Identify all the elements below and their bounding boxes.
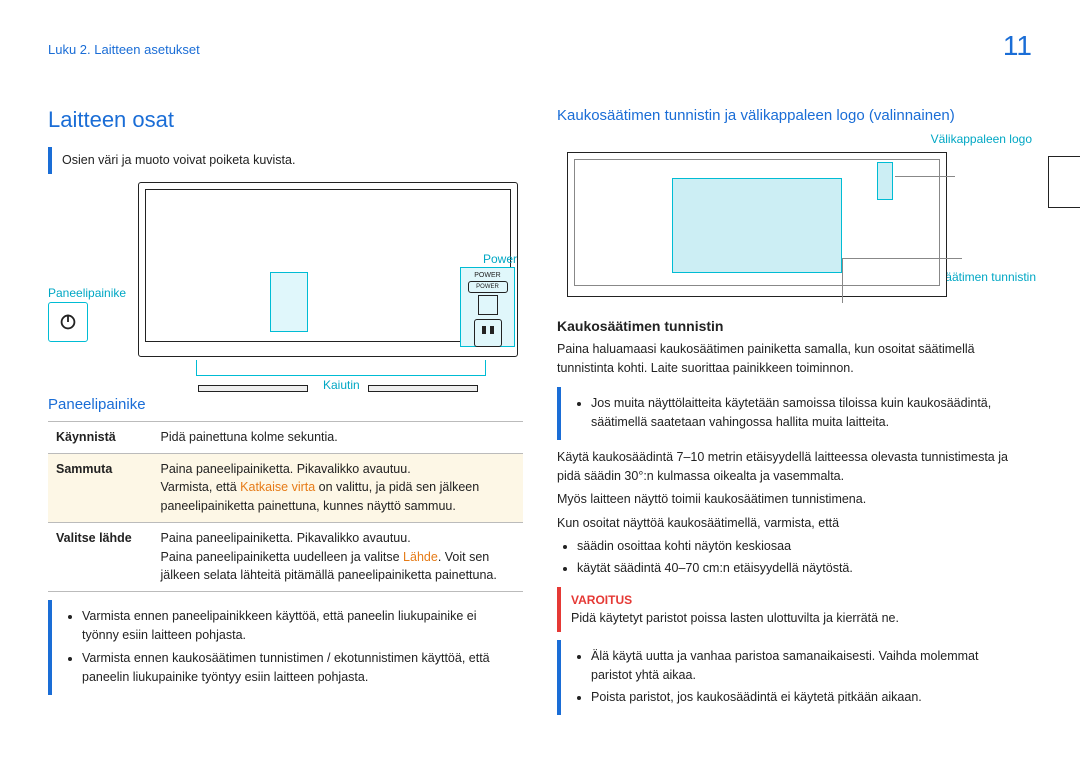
table-key: Sammuta xyxy=(48,453,153,522)
table-key: Käynnistä xyxy=(48,421,153,453)
diagram-device-rear: POWER POWER Paneelipainike Power Kaiutin xyxy=(48,182,523,382)
multi-display-note-text: Jos muita näyttölaitteita käytetään samo… xyxy=(591,394,1022,433)
list-item: Varmista ennen paneelipainikkeen käyttöä… xyxy=(82,607,513,646)
multi-display-note: Jos muita näyttölaitteita käytetään samo… xyxy=(557,387,1032,440)
table-val: Pidä painettuna kolme sekuntia. xyxy=(153,421,524,453)
list-item: säädin osoittaa kohti näytön keskiosaa xyxy=(577,537,1032,556)
sensor-p3: Myös laitteen näyttö toimii kaukosäätime… xyxy=(557,490,1032,509)
right-column: Kaukosäätimen tunnistin ja välikappaleen… xyxy=(557,107,1032,723)
label-speaker: Kaiutin xyxy=(323,378,360,392)
table-val: Paina paneelipainiketta. Pikavalikko ava… xyxy=(153,453,524,522)
page-title: Laitteen osat xyxy=(48,107,523,133)
panel-notes: Varmista ennen paneelipainikkeen käyttöä… xyxy=(48,600,523,695)
sensor-p4: Kun osoitat näyttöä kaukosäätimellä, var… xyxy=(557,514,1032,533)
chapter-label: Luku 2. Laitteen asetukset xyxy=(48,42,200,57)
table-key: Valitse lähde xyxy=(48,522,153,591)
table-val: Paina paneelipainiketta. Pikavalikko ava… xyxy=(153,522,524,591)
list-item: Varmista ennen kaukosäätimen tunnistimen… xyxy=(82,649,513,688)
label-power: Power xyxy=(483,252,517,266)
panel-button-icon xyxy=(48,302,88,342)
aim-list: säädin osoittaa kohti näytön keskiosaa kä… xyxy=(557,537,1032,579)
sensor-p2: Käytä kaukosäädintä 7–10 metrin etäisyyd… xyxy=(557,448,1032,487)
sensor-p1: Paina haluamaasi kaukosäätimen painikett… xyxy=(557,340,1032,379)
warning-note: VAROITUS Pidä käytetyt paristot poissa l… xyxy=(557,587,1032,632)
list-item: Poista paristot, jos kaukosäädintä ei kä… xyxy=(591,688,1022,707)
label-panel-button: Paneelipainike xyxy=(48,286,126,300)
panel-button-table: KäynnistäPidä painettuna kolme sekuntia.… xyxy=(48,421,523,592)
remote-heading: Kaukosäätimen tunnistin ja välikappaleen… xyxy=(557,107,1032,124)
panel-heading: Paneelipainike xyxy=(48,396,523,413)
sensor-subheading: Kaukosäätimen tunnistin xyxy=(557,318,1032,334)
label-spacer-logo: Välikappaleen logo xyxy=(931,132,1032,146)
warning-label: VAROITUS xyxy=(571,591,1022,609)
diagram-device-front xyxy=(557,148,1032,308)
left-column: Laitteen osat Osien väri ja muoto voivat… xyxy=(48,107,523,723)
list-item: käytät säädintä 40–70 cm:n etäisyydellä … xyxy=(577,559,1032,578)
battery-notes: Älä käytä uutta ja vanhaa paristoa saman… xyxy=(557,640,1032,715)
list-item: Älä käytä uutta ja vanhaa paristoa saman… xyxy=(591,647,1022,686)
page-number: 11 xyxy=(1003,30,1032,62)
variation-note: Osien väri ja muoto voivat poiketa kuvis… xyxy=(48,147,523,174)
warning-text: Pidä käytetyt paristot poissa lasten ulo… xyxy=(571,609,1022,628)
